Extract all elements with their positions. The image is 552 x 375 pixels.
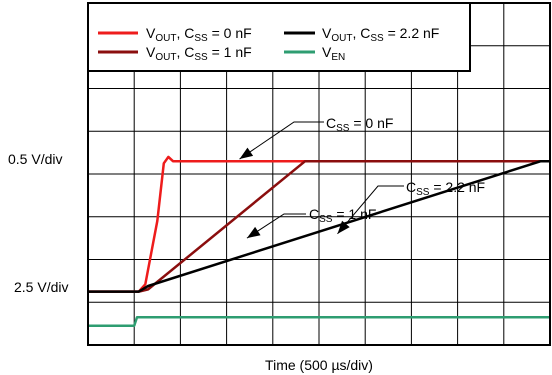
annotation-label-css-2p2nf: CSS = 2.2 nF (406, 179, 485, 198)
arrowhead (337, 220, 350, 234)
annotation-arrow-css-2p2nf (337, 185, 404, 235)
annotation-arrow-css-0nf (239, 121, 324, 160)
trace-ven (88, 315, 550, 328)
legend-label-ven: VEN (322, 44, 345, 63)
leader-line (239, 121, 324, 160)
legend-label-vout-1nf: VOUT, CSS = 1 nF (146, 44, 252, 63)
annotation-label-css-1nf: CSS = 1 nF (309, 206, 376, 225)
arrowhead (239, 147, 254, 160)
leader-line (246, 213, 306, 239)
legend-box (87, 2, 471, 72)
arrowhead (246, 226, 261, 239)
y-scale-label-ven: 2.5 V/div (14, 279, 68, 295)
trace-vout-css-2p2nf (88, 159, 550, 293)
leader-line (337, 185, 404, 235)
annotation-label-css-0nf: CSS = 0 nF (326, 115, 393, 134)
traces (88, 155, 550, 328)
legend-label-vout-2p2nf: VOUT, CSS = 2.2 nF (322, 25, 439, 44)
annotation-arrow-css-1nf (246, 213, 306, 239)
y-scale-label-vout: 0.5 V/div (8, 151, 62, 167)
legend: VOUT, CSS = 0 nF VOUT, CSS = 2.2 nF VOUT… (87, 2, 471, 72)
x-axis-label: Time (500 µs/div) (265, 357, 373, 373)
legend-label-vout-0nf: VOUT, CSS = 0 nF (146, 25, 252, 44)
annotations (239, 121, 404, 239)
